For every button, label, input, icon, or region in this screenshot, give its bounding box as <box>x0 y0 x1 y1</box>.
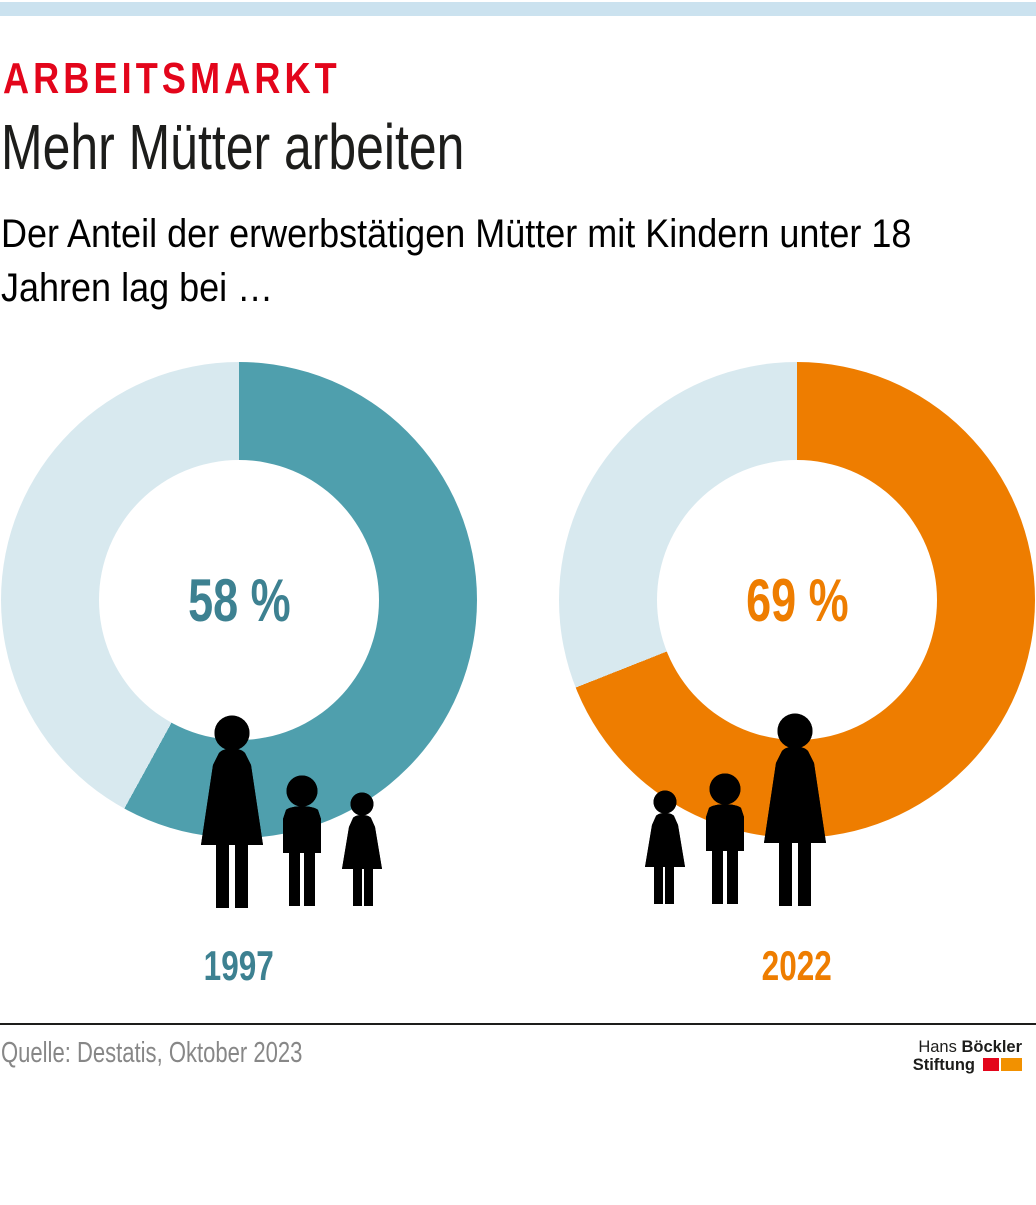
donut-value-2022: 69 % <box>559 362 1035 838</box>
year-label-2022: 2022 <box>761 942 833 989</box>
logo-red-square-icon <box>983 1058 999 1071</box>
subtitle-line-2: Jahren lag bei … <box>1 266 274 310</box>
subtitle: Der Anteil der erwerbstätigen Mütter mit… <box>1 207 911 315</box>
subtitle-line-1: Der Anteil der erwerbstätigen Mütter mit… <box>1 212 912 256</box>
kicker-label: ARBEITSMARKT <box>3 54 341 103</box>
donut-value-label-2022: 69 % <box>745 566 849 634</box>
logo-hans: Hans <box>918 1038 957 1056</box>
source-note: Quelle: Destatis, Oktober 2023 <box>1 1037 303 1069</box>
page-title: Mehr Mütter arbeiten <box>1 111 465 183</box>
footer-divider <box>0 1023 1036 1025</box>
donut-value-label-1997: 58 % <box>187 566 291 634</box>
logo-line-1: Hans Böckler <box>913 1038 1022 1056</box>
logo-stiftung: Stiftung <box>912 1056 975 1074</box>
logo-line-2: Stiftung <box>913 1056 1022 1074</box>
donut-chart-2022 <box>559 362 1035 838</box>
family-pictogram-mirrored-icon <box>645 713 830 906</box>
logo-orange-square-icon <box>1001 1058 1022 1071</box>
family-pictogram-icon <box>197 715 382 908</box>
top-accent-bar <box>0 2 1036 16</box>
hans-boeckler-stiftung-logo: Hans Böckler Stiftung <box>913 1038 1022 1074</box>
logo-boeckler: Böckler <box>961 1038 1022 1056</box>
donut-value-1997: 58 % <box>1 362 477 838</box>
year-label-1997: 1997 <box>203 942 275 989</box>
